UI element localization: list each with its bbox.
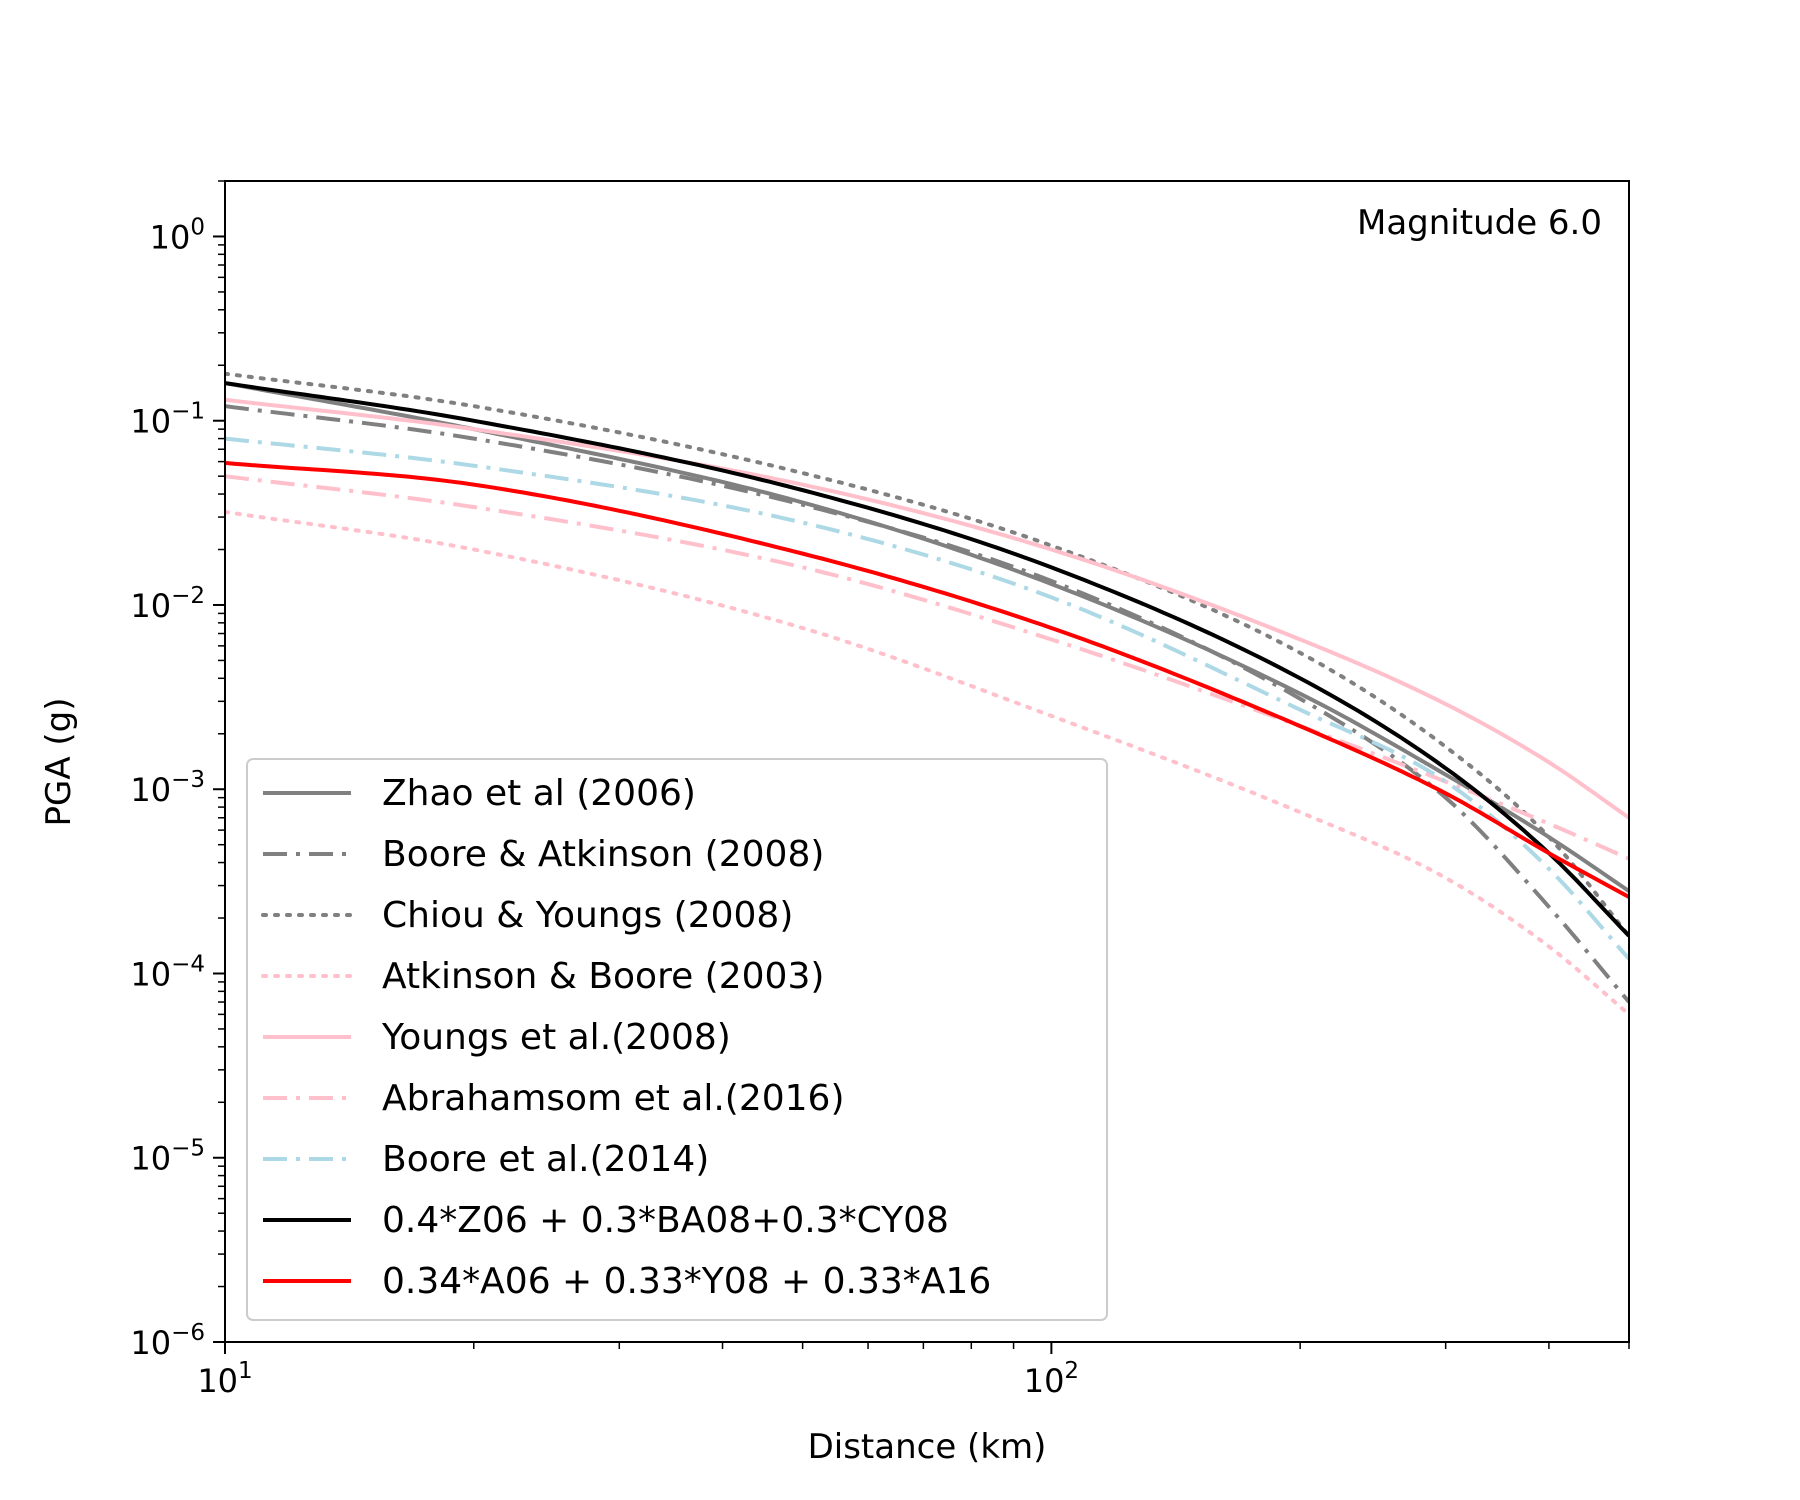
axis-ticks: 101 102 100 10−1 10−2 10−3 10−4 10−5 10−6 xyxy=(130,180,1630,1400)
x-axis-label: Distance (km) xyxy=(808,1427,1047,1467)
legend-label: Boore & Atkinson (2008) xyxy=(382,834,824,875)
y-tick-label: 10−2 xyxy=(130,583,205,625)
series-line-8 xyxy=(225,381,1629,938)
x-tick-label: 101 xyxy=(197,1358,252,1400)
y-tick-label: 10−1 xyxy=(130,399,205,441)
series-line-5 xyxy=(225,397,1629,820)
chart-annotation: Magnitude 6.0 xyxy=(1357,203,1602,243)
series-layer xyxy=(225,371,1629,1017)
plot-frame xyxy=(224,180,1630,1343)
series-line-2 xyxy=(225,404,1629,1004)
y-tick-label: 10−3 xyxy=(130,767,205,809)
legend-label: 0.34*A06 + 0.33*Y08 + 0.33*A16 xyxy=(382,1261,991,1302)
series-line-3 xyxy=(225,371,1629,938)
series-line-7 xyxy=(225,436,1629,961)
legend-label: Boore et al.(2014) xyxy=(382,1139,709,1180)
legend-label: Youngs et al.(2008) xyxy=(381,1017,731,1058)
y-tick-label: 10−4 xyxy=(130,951,205,993)
legend: Zhao et al (2006) Boore & Atkinson (2008)… xyxy=(246,758,1108,1321)
y-axis-label: PGA (g) xyxy=(39,697,79,826)
legend-label: Atkinson & Boore (2003) xyxy=(382,956,824,997)
series-line-6 xyxy=(225,474,1629,861)
y-tick-label: 10−5 xyxy=(130,1136,205,1178)
y-tick-label: 10−6 xyxy=(130,1320,205,1362)
legend-label: Zhao et al (2006) xyxy=(382,773,696,814)
series-line-9 xyxy=(225,460,1629,899)
y-tick-label: 100 xyxy=(150,214,205,256)
legend-label: Chiou & Youngs (2008) xyxy=(382,895,793,936)
x-tick-label: 102 xyxy=(1024,1358,1079,1400)
legend-label: Abrahamsom et al.(2016) xyxy=(382,1078,845,1119)
legend-box xyxy=(246,758,1108,1321)
legend-label: 0.4*Z06 + 0.3*BA08+0.3*CY08 xyxy=(382,1200,949,1241)
series-line-4 xyxy=(225,509,1629,1017)
